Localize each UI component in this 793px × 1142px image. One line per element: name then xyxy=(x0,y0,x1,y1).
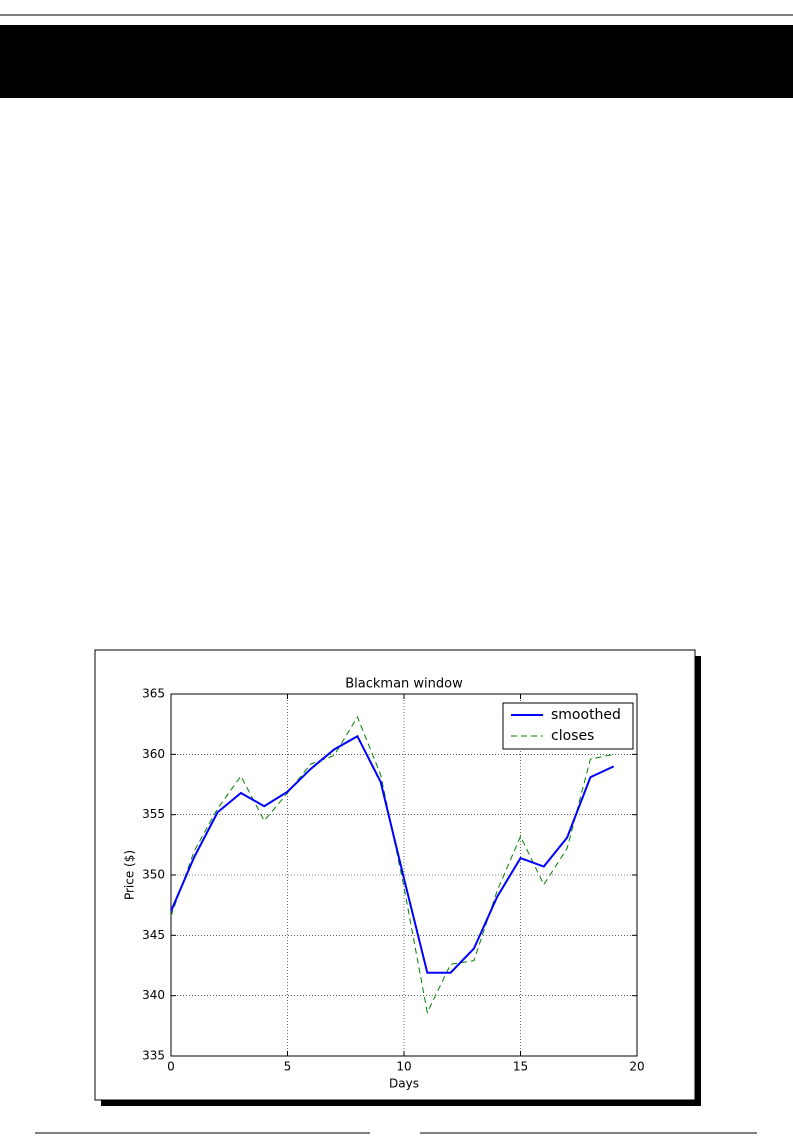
y-tick-label: 355 xyxy=(142,807,165,821)
y-axis-label: Price ($) xyxy=(123,850,137,900)
series-line xyxy=(170,734,615,974)
y-tick-label: 350 xyxy=(142,868,165,882)
y-tick-label: 345 xyxy=(142,928,165,942)
legend-label: smoothed xyxy=(551,707,621,723)
x-tick-label: 10 xyxy=(396,1060,411,1074)
legend-box xyxy=(502,702,634,750)
y-tick-label: 340 xyxy=(142,988,165,1002)
y-tick-label: 335 xyxy=(142,1049,165,1063)
x-tick-label: 0 xyxy=(167,1060,175,1074)
y-tick-label: 360 xyxy=(142,747,165,761)
y-tick-label: 365 xyxy=(142,687,165,701)
legend-label: closes xyxy=(551,728,594,744)
plot-frame xyxy=(170,693,638,1057)
x-tick-label: 20 xyxy=(629,1060,644,1074)
chart-title: Blackman window xyxy=(345,677,463,692)
header-bar xyxy=(0,25,793,98)
x-tick-label: 15 xyxy=(513,1060,528,1074)
x-axis-label: Days xyxy=(389,1077,419,1091)
x-tick-label: 5 xyxy=(284,1060,292,1074)
